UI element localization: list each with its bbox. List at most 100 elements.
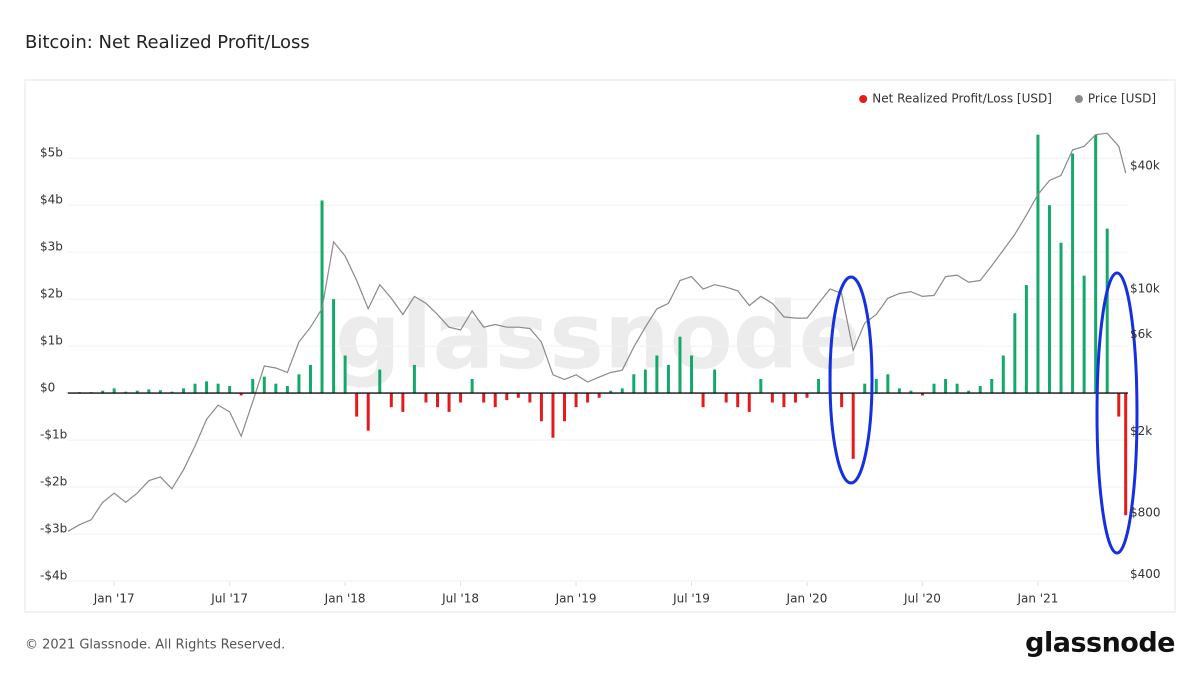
pl-bar <box>920 393 924 396</box>
pl-bar <box>112 388 116 394</box>
pl-bar <box>505 393 509 401</box>
y-tick-label: $5b <box>40 146 63 160</box>
pl-bar <box>678 336 682 394</box>
pl-bar <box>897 388 901 394</box>
pl-bar <box>620 388 624 394</box>
pl-bar <box>643 369 647 394</box>
y2-tick-label: $800 <box>1130 505 1161 519</box>
pl-bar <box>470 378 474 394</box>
watermark: glassnode <box>335 282 861 389</box>
pl-bar <box>1105 228 1109 394</box>
footer: © 2021 Glassnode. All Rights Reserved. <box>25 638 285 653</box>
pl-bar <box>666 364 670 394</box>
pl-bar <box>840 393 844 408</box>
y-tick-label: -$3b <box>40 522 67 536</box>
pl-bar <box>1036 134 1040 394</box>
pl-bar <box>193 383 197 394</box>
pl-bar <box>655 355 659 394</box>
pl-bar <box>366 393 370 431</box>
y-tick-label: $0 <box>40 381 55 395</box>
highlight-ellipse <box>1095 271 1139 555</box>
pl-bar <box>539 393 543 422</box>
pl-bar <box>447 393 451 412</box>
x-tick-label: Jan '18 <box>324 592 366 606</box>
labels: $5b $4b $3b $2b $1b $0 -$1b -$2b -$3b -$4b $40k $10… <box>40 92 1161 606</box>
pl-bar <box>239 393 243 396</box>
x-tick-label: Jul '17 <box>210 592 248 606</box>
legend-label: Net Realized Profit/Loss [USD] <box>872 92 1052 106</box>
pl-bar <box>759 378 763 394</box>
pl-bar <box>228 386 232 394</box>
y-tick-label: $4b <box>40 193 63 207</box>
pl-bar <box>713 369 717 394</box>
pl-bar <box>805 393 809 398</box>
pl-bar <box>690 355 694 394</box>
pl-bar <box>967 390 971 394</box>
pl-bar <box>124 391 128 394</box>
brand-logo: glassnode <box>1025 628 1175 659</box>
pl-bar <box>874 378 878 394</box>
y-tick-label: $1b <box>40 334 63 348</box>
pl-bar <box>435 393 439 408</box>
pl-bar <box>724 393 728 403</box>
pl-bar <box>978 386 982 394</box>
pl-bar <box>701 393 705 408</box>
pl-bar <box>944 378 948 394</box>
pl-bar <box>378 369 382 394</box>
marks <box>66 132 1128 532</box>
pl-bar <box>320 200 324 394</box>
x-tick-label: Jul '18 <box>441 592 479 606</box>
pl-bar <box>886 374 890 394</box>
pl-bar <box>1059 242 1063 394</box>
y-tick-label: $3b <box>40 240 63 254</box>
pl-bar <box>401 393 405 412</box>
pl-bar <box>782 393 786 408</box>
pl-bar <box>863 383 867 394</box>
pl-bar <box>1013 313 1017 394</box>
pl-bar <box>297 374 301 394</box>
pl-bar <box>181 388 185 394</box>
x-tick-label: Jan '17 <box>93 592 135 606</box>
pl-bar <box>574 393 578 408</box>
pl-bar <box>817 378 821 394</box>
pl-bar <box>1094 134 1098 394</box>
pl-bar <box>1047 205 1051 394</box>
legend-label: Price [USD] <box>1088 92 1156 106</box>
chart-title: Bitcoin: Net Realized Profit/Loss <box>25 32 310 53</box>
pl-bar <box>274 383 278 394</box>
pl-bar <box>516 393 520 398</box>
pl-bar <box>736 393 740 408</box>
pl-bar <box>493 393 497 408</box>
pl-bar <box>1082 275 1086 394</box>
x-tick-label: Jul '19 <box>672 592 710 606</box>
y2-tick-label: $10k <box>1130 281 1160 295</box>
pl-bar <box>205 381 209 394</box>
pl-bar <box>343 355 347 394</box>
pl-bar <box>170 391 174 394</box>
price-line <box>67 132 1127 532</box>
pl-bar <box>216 383 220 394</box>
y2-tick-label: $40k <box>1130 159 1160 173</box>
pl-bar <box>1001 355 1005 394</box>
pl-bar <box>101 390 105 394</box>
x-tick-label: Jan '21 <box>1016 592 1058 606</box>
pl-bar <box>632 374 636 394</box>
x-tick-label: Jul '20 <box>903 592 941 606</box>
y-tick-label: -$4b <box>40 569 67 583</box>
pl-bar <box>459 393 463 403</box>
pl-bar <box>851 393 855 459</box>
pl-bar <box>770 393 774 403</box>
pl-bar <box>932 383 936 394</box>
pl-bar <box>563 393 567 422</box>
pl-bar <box>1071 153 1075 394</box>
pl-bar <box>262 376 266 394</box>
pl-bar <box>412 364 416 394</box>
pl-bar <box>1024 285 1028 394</box>
pl-bar <box>135 390 139 394</box>
pl-bar <box>389 393 393 408</box>
pl-bar <box>285 386 289 394</box>
pl-bar <box>1124 393 1128 516</box>
pl-bar <box>332 299 336 394</box>
pl-bar <box>990 378 994 394</box>
y-tick-label: -$2b <box>40 475 67 489</box>
